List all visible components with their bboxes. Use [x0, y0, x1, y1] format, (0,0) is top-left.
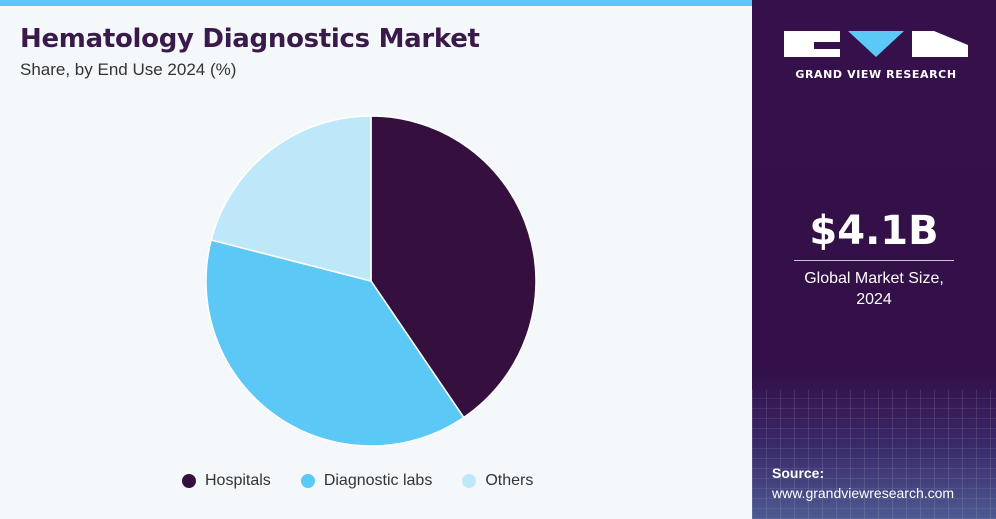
pie-slice-diagnostic-labs — [205, 239, 465, 447]
pie-slice-hospitals — [370, 115, 537, 419]
source-label: Source: — [772, 465, 825, 481]
chart-title: Hematology Diagnostics Market — [20, 24, 480, 54]
legend-label-others: Others — [485, 472, 534, 489]
pie-chart — [205, 115, 537, 447]
decorative-grid — [752, 390, 996, 519]
legend-swatch-others — [462, 474, 477, 488]
brand-name: GRAND VIEW RESEARCH — [795, 68, 957, 81]
source-link[interactable]: www.grandviewresearch.com — [772, 485, 955, 501]
grand-view-research-logo-icon — [784, 31, 968, 57]
brand-logo: GRAND VIEW RESEARCH — [784, 28, 968, 84]
market-size-label: Global Market Size, 2024 — [752, 268, 996, 310]
info-sidebar: GRAND VIEW RESEARCH $4.1B Global Market … — [752, 0, 996, 519]
market-size-label-line1: Global Market Size, — [804, 270, 944, 287]
legend-label-diagnostic-labs: Diagnostic labs — [323, 472, 433, 489]
market-size-label-line2: 2024 — [856, 291, 892, 308]
legend-item-hospitals: Hospitals — [182, 472, 271, 490]
divider — [794, 260, 954, 261]
market-size-value: $4.1B — [809, 208, 939, 254]
legend-label-hospitals: Hospitals — [205, 472, 271, 489]
chart-subtitle: Share, by End Use 2024 (%) — [20, 60, 237, 79]
pie-slice-others — [210, 115, 372, 282]
legend-item-diagnostic-labs: Diagnostic labs — [300, 472, 433, 490]
legend-swatch-hospitals — [182, 474, 196, 488]
chart-legend: Hospitals Diagnostic labs Others — [182, 472, 563, 490]
top-accent-bar — [0, 0, 752, 6]
legend-swatch-diagnostic-labs — [300, 474, 315, 488]
legend-item-others: Others — [462, 472, 533, 490]
